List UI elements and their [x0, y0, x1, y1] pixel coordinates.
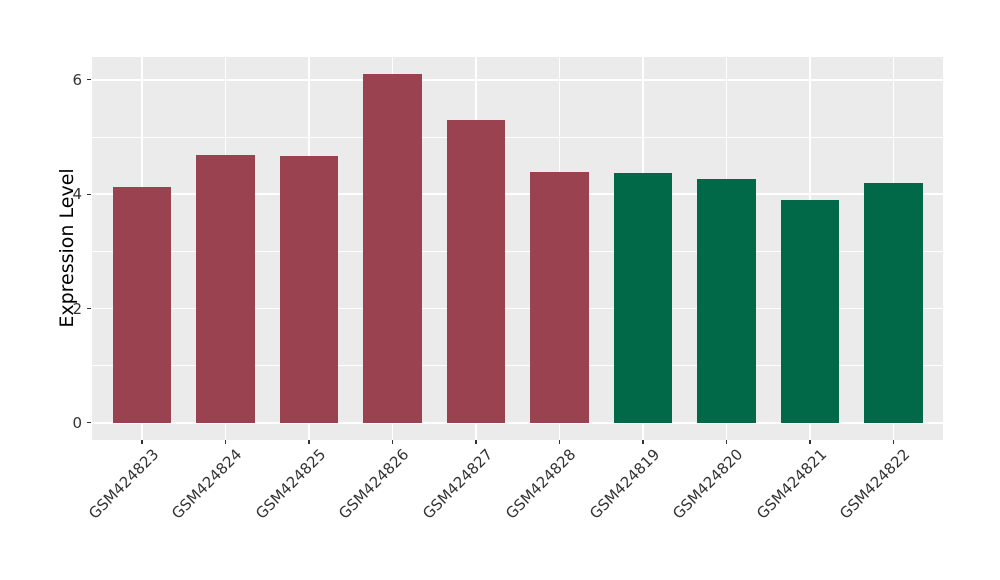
x-tick-label: GSM424820 — [669, 445, 747, 523]
x-tick-mark — [809, 440, 811, 444]
x-tick-label: GSM424823 — [84, 445, 163, 523]
bar-GSM424821 — [780, 200, 840, 423]
gridline-horizontal-major — [92, 422, 943, 424]
x-tick-label: GSM424827 — [418, 445, 497, 523]
bar-GSM424828 — [530, 171, 589, 423]
gridline-horizontal-major — [92, 79, 943, 81]
y-tick-mark — [87, 79, 91, 81]
x-tick-mark — [308, 440, 310, 444]
bar-GSM424823 — [112, 186, 172, 423]
bar-GSM424819 — [613, 173, 673, 423]
x-tick-mark — [725, 440, 728, 444]
y-tick-mark — [87, 307, 91, 310]
x-tick-mark — [892, 440, 895, 444]
x-tick-label: GSM424828 — [502, 445, 580, 523]
bar-GSM424824 — [196, 155, 255, 423]
x-tick-mark — [558, 440, 561, 444]
x-tick-label: GSM424825 — [251, 445, 330, 523]
gridline-horizontal-major — [92, 193, 943, 195]
x-tick-mark — [141, 440, 143, 444]
x-tick-label: GSM424819 — [585, 445, 664, 523]
bar-GSM424825 — [279, 155, 339, 423]
gridline-horizontal-minor — [92, 250, 943, 252]
bar-GSM424822 — [864, 182, 923, 423]
gridline-horizontal-minor — [92, 136, 943, 138]
x-tick-label: GSM424826 — [335, 445, 413, 523]
x-tick-mark — [475, 440, 477, 444]
plot-panel — [92, 57, 943, 440]
y-tick-label: 0 — [72, 413, 82, 432]
x-tick-mark — [391, 440, 394, 444]
bar-GSM424820 — [697, 179, 756, 423]
x-tick-label: GSM424824 — [168, 445, 246, 523]
bar-GSM424826 — [363, 74, 422, 423]
y-tick-mark — [87, 193, 91, 195]
y-tick-label: 4 — [72, 185, 82, 204]
bar-GSM424827 — [446, 119, 506, 423]
gridline-horizontal-major — [92, 307, 943, 310]
x-tick-mark — [224, 440, 227, 444]
x-tick-label: GSM424821 — [752, 445, 831, 523]
y-tick-label: 2 — [72, 299, 82, 318]
x-tick-mark — [642, 440, 644, 444]
gridline-horizontal-minor — [92, 365, 943, 367]
y-tick-label: 6 — [72, 70, 82, 89]
y-tick-mark — [87, 422, 91, 424]
x-tick-label: GSM424822 — [836, 445, 914, 523]
